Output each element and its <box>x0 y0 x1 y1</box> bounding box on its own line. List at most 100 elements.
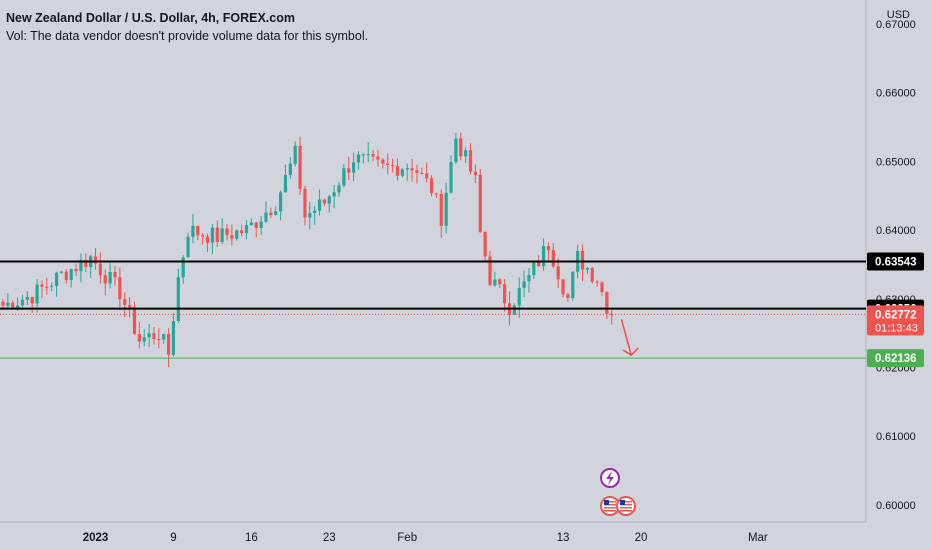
candle <box>283 164 288 193</box>
svg-text:0.62136: 0.62136 <box>875 353 917 365</box>
candle <box>313 205 317 225</box>
candle <box>30 296 34 313</box>
candle <box>600 281 604 297</box>
projection-arrow[interactable] <box>620 319 639 357</box>
candle <box>556 258 560 289</box>
x-tick-label: 23 <box>323 532 336 544</box>
candle <box>366 142 370 163</box>
candle <box>59 270 64 274</box>
candle <box>473 164 477 184</box>
candle <box>79 253 83 283</box>
candle <box>69 268 73 288</box>
candle <box>425 162 429 183</box>
candle <box>181 254 185 284</box>
candle <box>25 291 29 305</box>
y-tick-label: 0.65000 <box>876 156 916 168</box>
candle <box>498 278 502 289</box>
lightning-icon[interactable] <box>600 468 620 488</box>
candle <box>264 201 268 223</box>
candle <box>64 269 68 284</box>
candle <box>225 224 229 241</box>
candle <box>381 158 385 169</box>
candle <box>590 266 594 284</box>
candle <box>483 231 487 263</box>
y-tick-label: 0.60000 <box>876 500 916 512</box>
candle <box>551 242 555 269</box>
candle <box>322 198 327 207</box>
candle <box>220 218 224 245</box>
candle <box>444 182 448 234</box>
y-tick-label: 0.67000 <box>876 19 916 31</box>
candle <box>274 206 278 216</box>
candle <box>259 216 263 235</box>
currency-label[interactable]: USD <box>886 9 910 21</box>
candle <box>527 268 531 293</box>
time-axis[interactable]: 2023 9 16 23 Feb 13 20 Mar <box>83 532 768 544</box>
symbol-title[interactable]: New Zealand Dollar / U.S. Dollar, 4h, FO… <box>6 11 295 25</box>
candle <box>50 282 54 292</box>
candle <box>317 189 322 216</box>
candle <box>347 156 351 181</box>
candle <box>376 149 380 167</box>
candle <box>352 152 356 182</box>
candle <box>171 312 176 357</box>
candle <box>478 168 482 233</box>
candle <box>342 164 346 188</box>
candle <box>361 152 365 164</box>
candle <box>303 185 307 226</box>
candle <box>386 153 390 175</box>
candle <box>420 167 424 175</box>
candle <box>84 253 88 273</box>
volume-note: Vol: The data vendor doesn't provide vol… <box>6 29 369 43</box>
candle <box>103 269 107 296</box>
candle <box>439 189 443 238</box>
x-tick-label: Mar <box>748 532 768 544</box>
candle <box>400 168 404 178</box>
candle <box>269 207 273 218</box>
overlays-layer <box>0 260 866 359</box>
candle <box>142 329 146 347</box>
candle <box>356 151 361 170</box>
svg-text:0.62772: 0.62772 <box>875 309 917 321</box>
x-tick-label: 2023 <box>83 532 109 544</box>
candle <box>249 218 253 226</box>
candle <box>459 132 463 161</box>
candle <box>464 147 468 163</box>
x-tick-label: 9 <box>170 532 176 544</box>
candle <box>6 292 10 308</box>
candle <box>337 181 341 197</box>
us-flag-icon[interactable] <box>616 496 636 516</box>
y-tick-label: 0.64000 <box>876 225 916 237</box>
event-icons[interactable] <box>600 468 636 516</box>
candle <box>230 224 234 246</box>
target-price-tag: 0.62136 <box>867 349 924 368</box>
candle <box>118 267 122 311</box>
x-tick-label: Feb <box>397 532 417 544</box>
candle <box>293 141 297 167</box>
candle <box>298 136 302 195</box>
candle <box>288 157 292 179</box>
candle <box>371 149 375 161</box>
candle <box>332 185 336 209</box>
candle <box>254 221 258 238</box>
candle <box>395 158 400 181</box>
candles-layer <box>1 132 614 368</box>
candle <box>166 328 171 368</box>
candle <box>186 232 190 258</box>
candle <box>201 232 205 245</box>
candle <box>93 248 98 270</box>
candle <box>493 271 497 287</box>
y-tick-label: 0.61000 <box>876 431 916 443</box>
candle <box>566 292 570 303</box>
candle <box>522 270 526 298</box>
candle <box>123 292 127 318</box>
candle <box>278 190 283 221</box>
candle <box>503 278 507 312</box>
candle <box>391 158 395 173</box>
candle <box>215 220 219 247</box>
price-axis[interactable]: 0.600000.610000.620000.630000.640000.650… <box>876 19 916 512</box>
candle <box>244 220 249 240</box>
